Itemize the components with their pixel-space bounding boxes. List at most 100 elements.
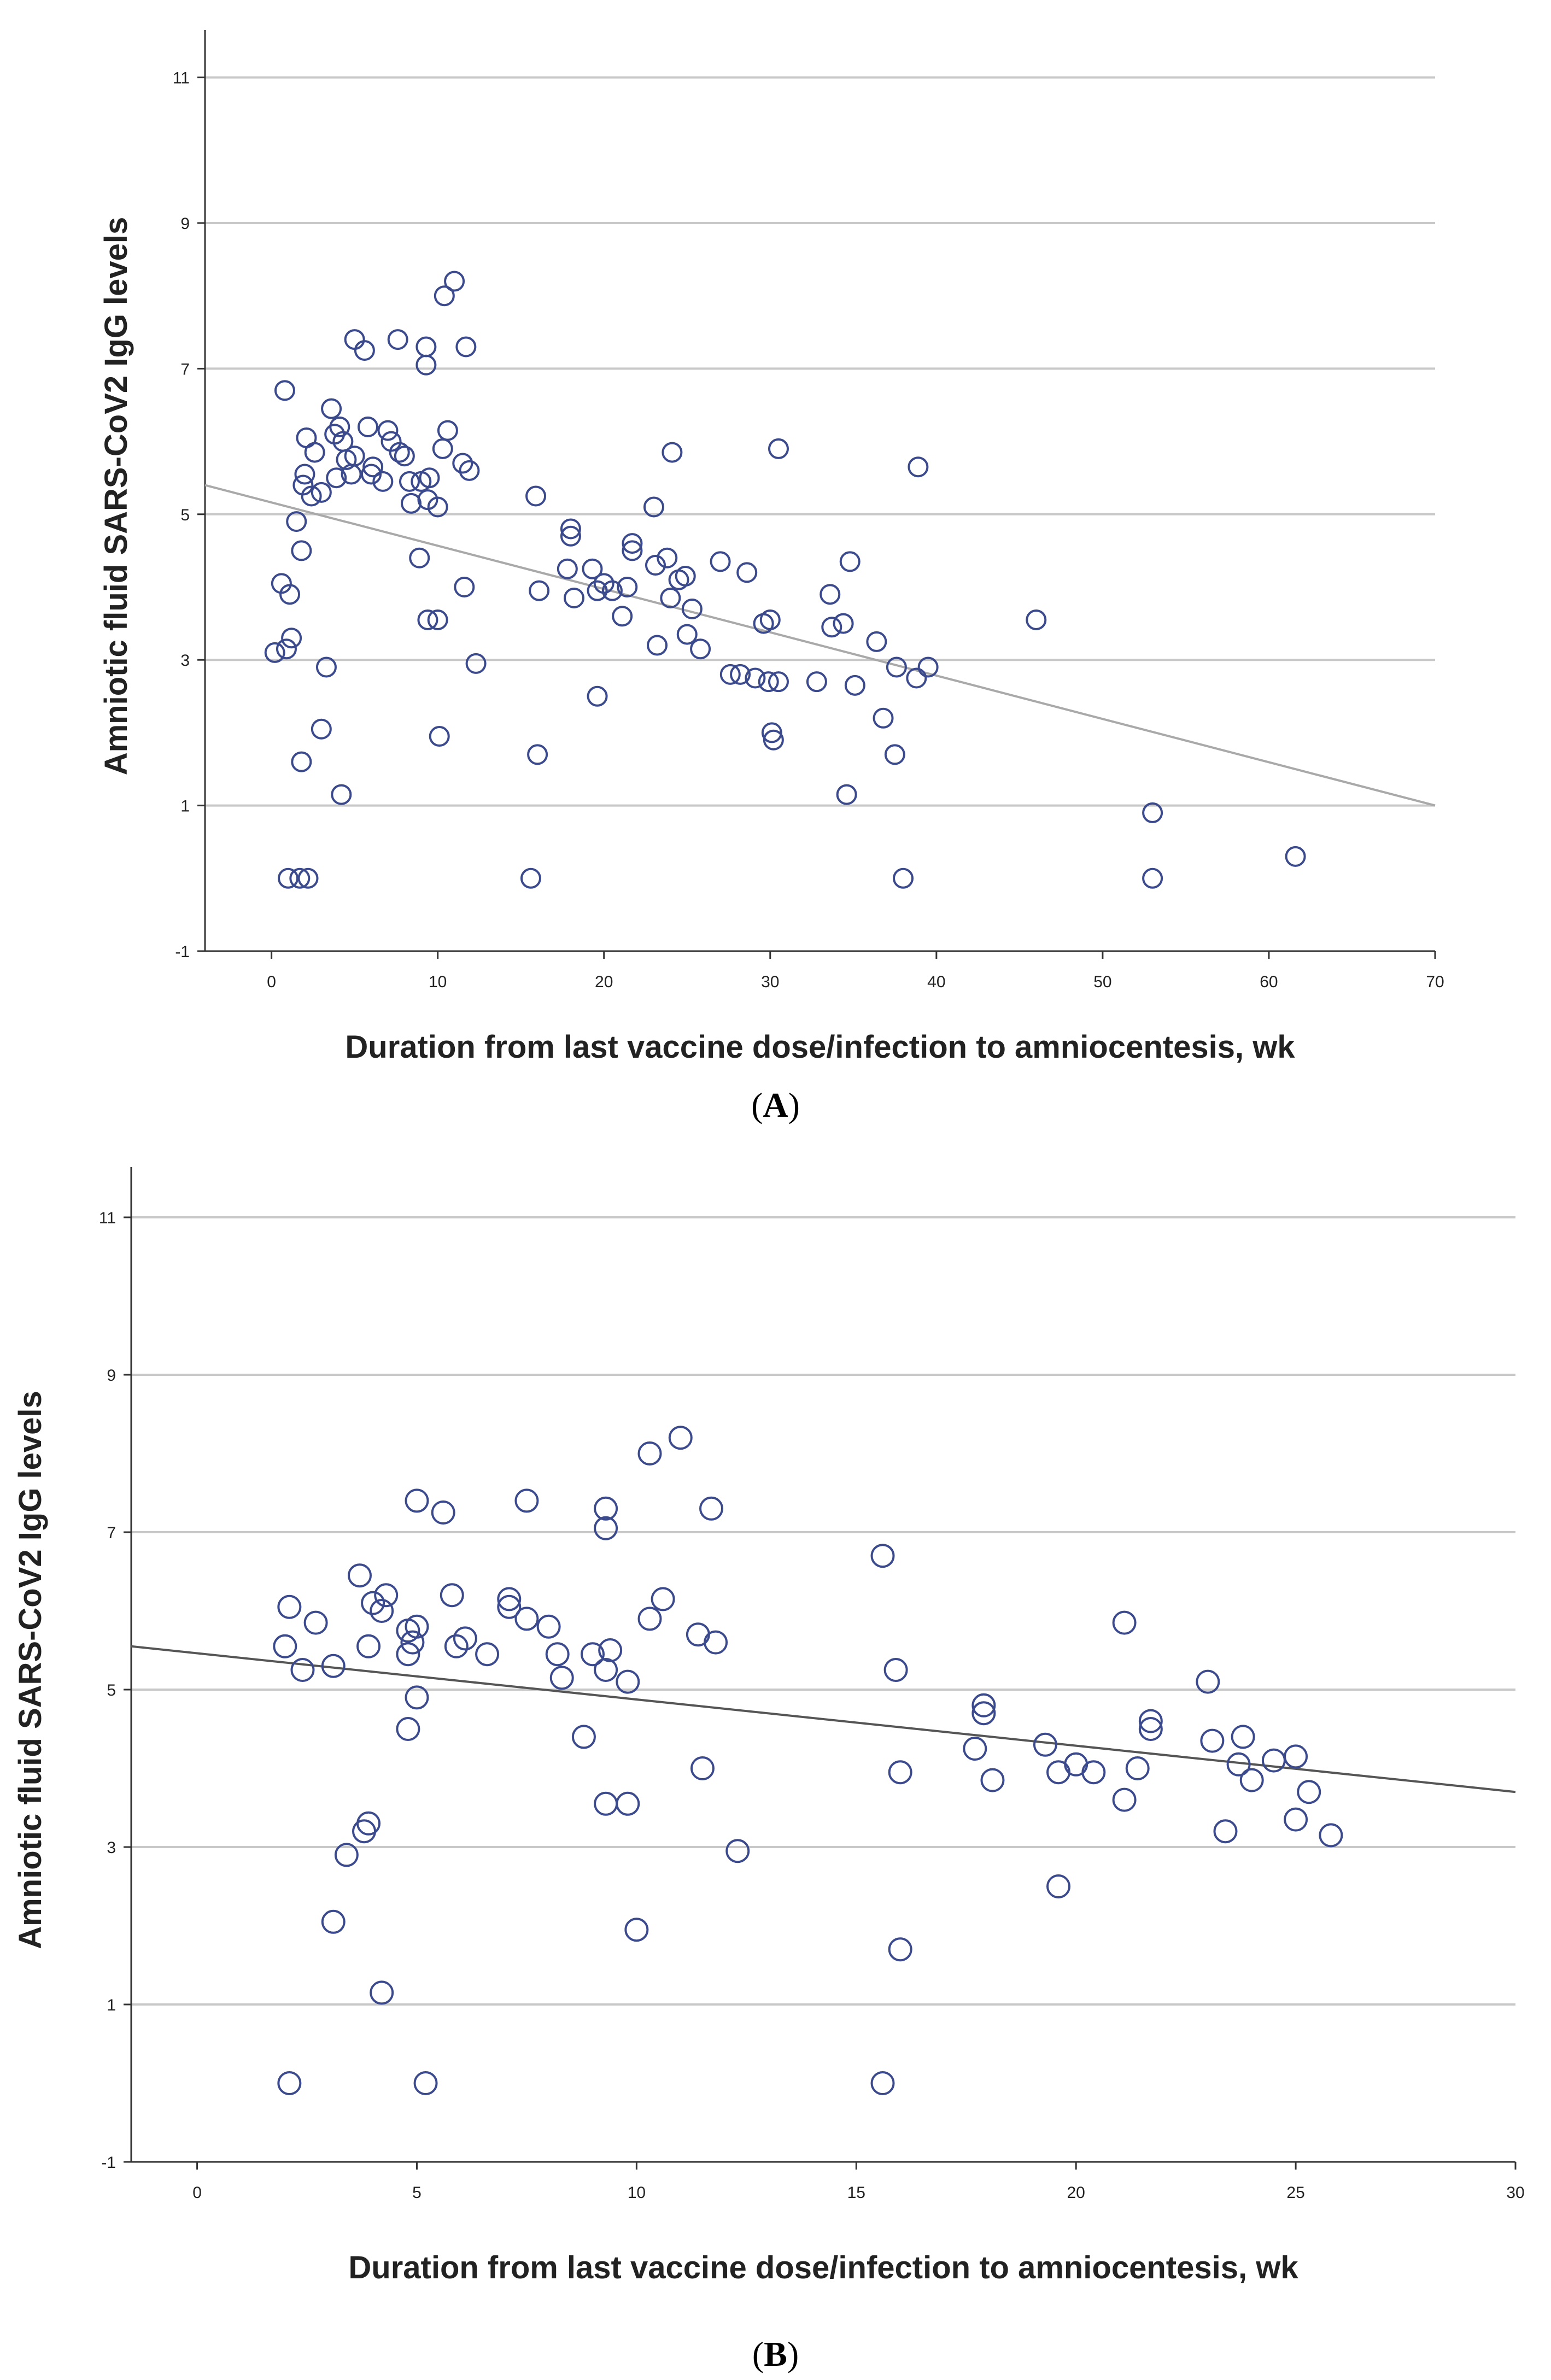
data-point (514, 1607, 539, 1631)
data-point (622, 540, 643, 561)
x-axis-title: Duration from last vaccine dose/infectio… (345, 1029, 1295, 1065)
x-tick-label: 10 (628, 2184, 646, 2202)
data-point (1200, 1728, 1225, 1753)
data-point (455, 336, 477, 357)
data-point (415, 354, 437, 376)
data-point (444, 271, 465, 292)
data-point (361, 1591, 385, 1615)
data-point (668, 1426, 693, 1450)
data-point (344, 445, 365, 467)
data-point (1081, 1760, 1106, 1785)
data-point (405, 1488, 429, 1513)
data-point (354, 340, 375, 361)
data-point (662, 442, 683, 463)
y-tick-label: 11 (99, 1209, 116, 1227)
data-point (545, 1642, 570, 1667)
data-point (1125, 1756, 1150, 1780)
y-tick-label: 3 (180, 652, 190, 670)
y-tick-label: -1 (101, 2154, 116, 2172)
data-point (453, 1626, 477, 1651)
data-point (527, 744, 548, 765)
x-tick-label: 70 (1426, 973, 1444, 991)
data-point (1284, 1744, 1308, 1769)
data-point (370, 1599, 394, 1623)
data-point (719, 664, 741, 685)
data-point (601, 580, 623, 601)
x-tick-label: 10 (429, 973, 447, 991)
data-point (264, 642, 285, 663)
y-tick-label: 5 (180, 506, 190, 524)
data-point (651, 1587, 675, 1611)
data-point (291, 751, 312, 772)
data-point (321, 1654, 346, 1678)
data-point (675, 566, 696, 587)
data-point (1261, 1748, 1286, 1773)
data-point (612, 606, 633, 627)
data-point (581, 1642, 605, 1667)
data-point (427, 496, 448, 518)
x-tick-label: 30 (761, 973, 779, 991)
data-point (1285, 846, 1306, 867)
y-tick-label: 9 (180, 215, 190, 233)
data-point (730, 664, 751, 685)
data-point (616, 1669, 640, 1694)
data-point (286, 511, 307, 532)
y-tick-label: 3 (107, 1839, 116, 1857)
data-point (971, 1693, 996, 1717)
y-axis-title: Amniotic fluid SARS-CoV2 IgG levels (13, 1391, 48, 1949)
data-point (971, 1701, 996, 1726)
panel-label-b: (B) (752, 2335, 799, 2373)
data-point (1138, 1717, 1163, 1741)
data-point (277, 1595, 302, 1619)
data-point (908, 456, 929, 478)
data-point (704, 1630, 728, 1655)
data-point (405, 1685, 429, 1710)
data-point (387, 329, 408, 350)
data-point (419, 467, 440, 489)
y-tick-label: 1 (107, 1996, 116, 2014)
data-point (745, 667, 766, 689)
scatter-chart-b: -1 1 3 5 7 9 11 0 5 10 15 20 25 30 Duration from last … (13, 1167, 1525, 2285)
data-point (290, 1658, 315, 1682)
data-point (980, 1768, 1005, 1792)
data-point (806, 671, 827, 693)
data-point (415, 336, 437, 357)
data-point (276, 638, 297, 660)
data-point (315, 656, 337, 678)
data-point (549, 1666, 574, 1690)
data-point (357, 416, 378, 437)
x-tick-label: 50 (1093, 973, 1111, 991)
data-point (643, 496, 664, 518)
data-point (587, 580, 608, 601)
data-point (690, 638, 711, 660)
data-point (594, 1516, 618, 1540)
data-point (356, 1811, 381, 1836)
data-point (427, 609, 448, 630)
data-point (399, 471, 420, 492)
y-tick-label: 9 (107, 1367, 116, 1385)
data-point (681, 598, 703, 619)
data-point (1112, 1787, 1137, 1812)
data-point (917, 656, 939, 678)
data-point (497, 1587, 522, 1611)
data-point (497, 1595, 522, 1619)
data-point (326, 467, 347, 489)
data-point (1231, 1725, 1255, 1749)
data-point (321, 1909, 346, 1934)
data-point (1142, 867, 1163, 889)
x-tick-label: 25 (1286, 2184, 1304, 2202)
data-point (303, 1610, 328, 1635)
data-point (564, 587, 584, 608)
data-point (401, 493, 422, 514)
data-point (725, 1839, 750, 1863)
data-point (304, 442, 325, 463)
data-point (886, 656, 907, 678)
data-point (660, 587, 681, 608)
data-point (389, 442, 410, 463)
data-point (374, 1583, 399, 1608)
data-point (1142, 802, 1163, 823)
data-point (281, 628, 302, 649)
data-point (888, 1760, 912, 1785)
data-point (377, 420, 399, 441)
data-point (334, 1843, 359, 1867)
